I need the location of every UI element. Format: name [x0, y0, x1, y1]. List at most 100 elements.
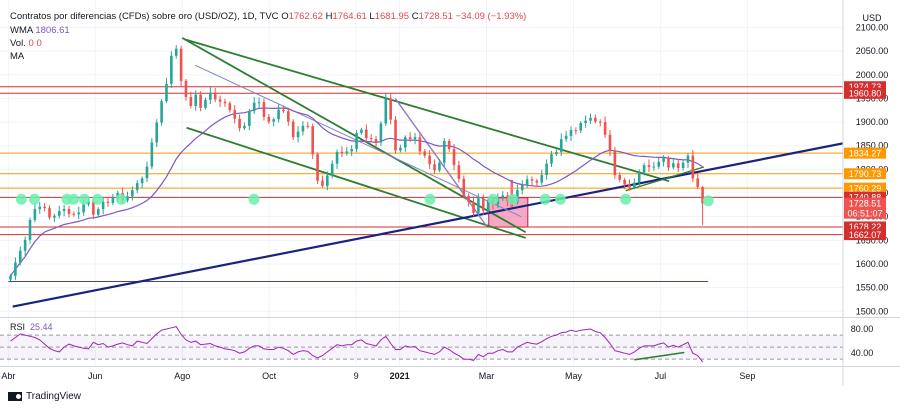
- candle-body[interactable]: [340, 151, 344, 154]
- candle-body[interactable]: [165, 83, 168, 102]
- candle-body[interactable]: [574, 130, 578, 132]
- candle-body[interactable]: [598, 121, 602, 123]
- candle-body[interactable]: [657, 161, 661, 167]
- candle-body[interactable]: [672, 163, 675, 168]
- candle-body[interactable]: [330, 163, 334, 176]
- candle-body[interactable]: [384, 98, 388, 124]
- candle-body[interactable]: [296, 131, 300, 138]
- candle-body[interactable]: [374, 139, 378, 143]
- candle-body[interactable]: [686, 155, 690, 163]
- candle-body[interactable]: [360, 129, 363, 133]
- candle-body[interactable]: [628, 184, 631, 188]
- candle-body[interactable]: [170, 55, 173, 84]
- candle-body[interactable]: [287, 111, 290, 122]
- candle-body[interactable]: [530, 179, 534, 181]
- ma-legend[interactable]: MA: [10, 51, 24, 62]
- candle-body[interactable]: [355, 132, 358, 150]
- candle-body[interactable]: [301, 125, 305, 132]
- candle-body[interactable]: [311, 126, 314, 155]
- price-level-tag[interactable]: 1790.73: [844, 168, 886, 180]
- candle-body[interactable]: [481, 198, 485, 211]
- candle-body[interactable]: [442, 140, 446, 163]
- price-level-tag[interactable]: 1834.27: [844, 147, 886, 159]
- candle-body[interactable]: [72, 213, 76, 215]
- candle-body[interactable]: [262, 102, 266, 117]
- candle-body[interactable]: [701, 187, 704, 204]
- candle-body[interactable]: [282, 109, 285, 112]
- candle-body[interactable]: [365, 129, 368, 139]
- candle-body[interactable]: [379, 123, 383, 143]
- candle-body[interactable]: [559, 139, 563, 152]
- candle-body[interactable]: [403, 137, 407, 148]
- candle-body[interactable]: [291, 121, 295, 138]
- candle-body[interactable]: [603, 122, 607, 135]
- candle-body[interactable]: [589, 117, 592, 121]
- candle-body[interactable]: [350, 149, 353, 152]
- candle-body[interactable]: [18, 250, 22, 263]
- candle-body[interactable]: [452, 149, 456, 166]
- candle-body[interactable]: [608, 134, 612, 151]
- candle-body[interactable]: [472, 202, 475, 213]
- candle-body[interactable]: [53, 215, 56, 218]
- candle-body[interactable]: [326, 175, 329, 186]
- candle-body[interactable]: [248, 111, 251, 126]
- candle-body[interactable]: [33, 209, 37, 220]
- candle-body[interactable]: [413, 137, 417, 140]
- candle-body[interactable]: [633, 182, 636, 188]
- candle-body[interactable]: [252, 102, 256, 112]
- tradingview-branding[interactable]: TradingView: [8, 391, 81, 402]
- volume-legend[interactable]: Vol. 0 0: [10, 38, 42, 49]
- rsi-pane[interactable]: [0, 326, 843, 363]
- candle-body[interactable]: [77, 212, 81, 215]
- candle-body[interactable]: [106, 202, 110, 204]
- candle-body[interactable]: [438, 162, 441, 171]
- candle-body[interactable]: [667, 158, 670, 168]
- candle-body[interactable]: [62, 209, 66, 211]
- candle-body[interactable]: [501, 195, 505, 199]
- price-level-tag[interactable]: 1960.80: [844, 87, 886, 99]
- candle-body[interactable]: [194, 94, 198, 106]
- candle-body[interactable]: [535, 180, 539, 183]
- candle-body[interactable]: [238, 118, 241, 129]
- candle-body[interactable]: [306, 125, 310, 127]
- candle-body[interactable]: [160, 101, 163, 123]
- candle-body[interactable]: [418, 137, 422, 152]
- candle-body[interactable]: [218, 99, 222, 102]
- candle-body[interactable]: [209, 92, 212, 100]
- candle-body[interactable]: [623, 179, 626, 185]
- candle-body[interactable]: [550, 154, 553, 164]
- candle-body[interactable]: [691, 155, 695, 179]
- candle-body[interactable]: [579, 123, 583, 131]
- candle-body[interactable]: [399, 147, 402, 151]
- candle-body[interactable]: [613, 150, 617, 176]
- candle-body[interactable]: [267, 116, 271, 122]
- candle-body[interactable]: [696, 178, 700, 187]
- candle-body[interactable]: [642, 165, 646, 173]
- candle-body[interactable]: [179, 48, 183, 81]
- candle-body[interactable]: [681, 162, 685, 168]
- candle-body[interactable]: [82, 204, 85, 213]
- price-level-tag[interactable]: 1740.88: [844, 191, 886, 203]
- price-level-tag[interactable]: 1974.73: [844, 81, 886, 93]
- candle-body[interactable]: [676, 163, 680, 168]
- candle-body[interactable]: [477, 198, 480, 213]
- price-level-tag[interactable]: 1760.29: [844, 182, 886, 194]
- wma-legend[interactable]: WMA 1806.61: [10, 25, 70, 36]
- candle-body[interactable]: [662, 158, 665, 162]
- candle-body[interactable]: [520, 184, 524, 191]
- candle-body[interactable]: [204, 99, 207, 108]
- candle-body[interactable]: [647, 165, 651, 167]
- candle-body[interactable]: [67, 209, 71, 214]
- candle-body[interactable]: [462, 178, 466, 196]
- candle-body[interactable]: [131, 190, 134, 197]
- candle-body[interactable]: [457, 165, 461, 179]
- candle-body[interactable]: [174, 48, 178, 56]
- price-level-tag[interactable]: 1678.22: [844, 221, 886, 233]
- candle-body[interactable]: [467, 195, 470, 203]
- candle-body[interactable]: [140, 178, 144, 184]
- candle-body[interactable]: [28, 219, 32, 240]
- candle-body[interactable]: [57, 210, 61, 216]
- candle-body[interactable]: [111, 197, 115, 203]
- candle-body[interactable]: [345, 151, 349, 154]
